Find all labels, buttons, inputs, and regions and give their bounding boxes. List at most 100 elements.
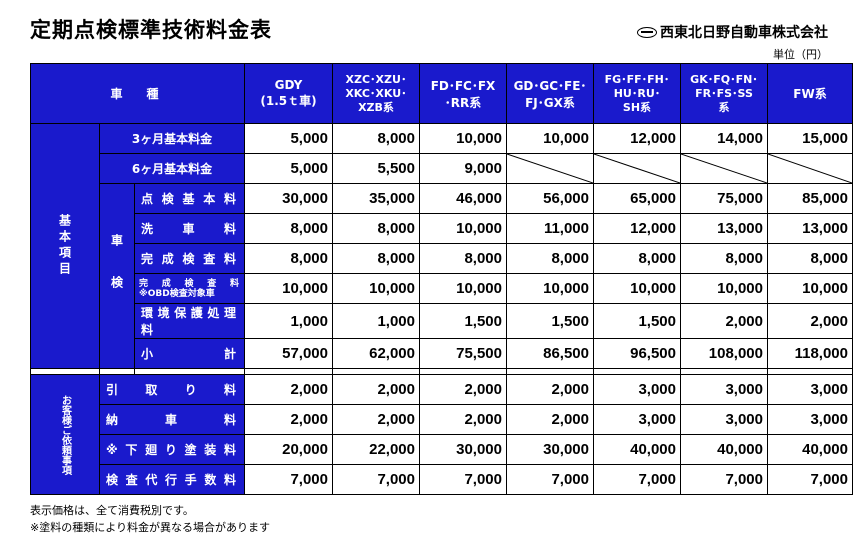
header-column-line: (1.5ｔ車) [260,94,317,108]
price-cell: 13,000 [680,213,768,244]
header-column: XZC･XZU･ XKC･XKU･ XZB系 [332,63,420,124]
header-column-line: FW系 [793,87,827,101]
price-cell: 12,000 [593,213,681,244]
price-cell: 10,000 [506,123,594,154]
price-cell: 7,000 [506,464,594,495]
price-cell: 10,000 [767,273,853,304]
blank-cell [680,153,768,184]
price-cell: 10,000 [332,273,420,304]
header-column-line: GD･GC･FE･ [513,78,587,93]
price-cell: 8,000 [767,243,853,274]
price-cell: 3,000 [680,374,768,405]
blank-cell [767,153,853,184]
price-cell: 3,000 [593,404,681,435]
price-cell: 75,500 [419,338,507,369]
price-cell: 2,000 [332,404,420,435]
price-cell: 2,000 [244,374,333,405]
note-paint: ※塗料の種類により料金が異なる場合があります [30,521,270,534]
price-cell: 57,000 [244,338,333,369]
price-cell: 8,000 [593,243,681,274]
row-label: 3ヶ月基本料金 [99,123,245,154]
price-cell: 14,000 [680,123,768,154]
row-label-line: ※OBD検査対象車 [139,288,215,299]
header-column-line: 系 [718,100,730,114]
price-cell: 56,000 [506,183,594,214]
header-column-line: SH系 [622,100,652,114]
price-cell: 1,000 [244,303,333,339]
price-cell: 8,000 [419,243,507,274]
note-tax: 表示価格は、全て消費税別です。 [30,504,194,517]
price-cell: 2,000 [506,404,594,435]
blank-cell [593,153,681,184]
table-row: 6ヶ月基本料金 5,000 5,500 9,000 [31,153,853,184]
notes: 表示価格は、全て消費税別です。 ※塗料の種類により料金が異なる場合があります [30,502,270,536]
price-cell: 62,000 [332,338,420,369]
diagonal-slash [507,154,593,183]
row-label: 完成検査料 ※OBD検査対象車 [134,273,245,304]
header-column-line: GDY [274,78,303,92]
price-cell: 75,000 [680,183,768,214]
price-cell: 8,000 [332,243,420,274]
price-cell: 5,000 [244,153,333,184]
price-cell: 40,000 [680,434,768,465]
group-customer-label: お客様ご依頼事項 [30,374,100,495]
price-cell: 8,000 [506,243,594,274]
table-row: 車検 点検基本料 30,000 35,000 46,000 56,000 65,000 75,… [31,183,853,369]
price-cell: 10,000 [244,273,333,304]
diagonal-slash [594,154,680,183]
header-column-line: XKC･XKU･ [345,86,407,100]
company-name: 西東北日野自動車株式会社 [637,22,828,42]
page-title: 定期点検標準技術料金表 [30,18,272,42]
price-cell: 1,500 [419,303,507,339]
table-row: 完成検査料 ※OBD検査対象車 10,000 10,000 10,000 10,000 10… [31,273,853,304]
price-cell: 30,000 [244,183,333,214]
fee-table: 車 種 GDY (1.5ｔ車) XZC･XZU･ XKC･XKU･ XZB系 FD･FC･F… [30,63,853,495]
row-label: 引 取 り 料 [99,374,245,405]
price-cell: 8,000 [244,213,333,244]
price-cell: 118,000 [767,338,853,369]
row-label: 検査代行手数料 [99,464,245,495]
price-cell: 3,000 [593,374,681,405]
price-cell: 8,000 [244,243,333,274]
price-cell: 3,000 [680,404,768,435]
row-label: 小 計 [134,338,245,369]
price-cell: 7,000 [419,464,507,495]
table-row: 小 計 57,000 62,000 75,500 86,500 96,500 108,000… [31,338,853,369]
header-column-line: XZC･XZU･ [345,72,407,86]
table-row: 洗 車 料 8,000 8,000 10,000 11,000 12,000 13,000 1… [31,213,853,244]
blank-cell [506,153,594,184]
price-cell: 40,000 [593,434,681,465]
header-column: GD･GC･FE･ FJ･GX系 [506,63,594,124]
price-cell: 86,500 [506,338,594,369]
price-cell: 10,000 [419,213,507,244]
price-cell: 8,000 [332,213,420,244]
price-cell: 10,000 [593,273,681,304]
price-cell: 7,000 [593,464,681,495]
table-row: ※下廻り塗装料 20,000 22,000 30,000 30,000 40,000 40,… [31,434,853,465]
table-row: お客様ご依頼事項引 取 り 料 2,000 2,000 2,000 2,000 3,000… [30,374,853,495]
price-cell: 85,000 [767,183,853,214]
row-label: 洗 車 料 [134,213,245,244]
price-cell: 5,000 [244,123,333,154]
header-row: 車 種 GDY (1.5ｔ車) XZC･XZU･ XKC･XKU･ XZB系 FD･FC･F… [30,63,853,124]
table-row: 納 車 料 2,000 2,000 2,000 2,000 3,000 3,000 3,000 [31,404,853,435]
price-cell: 35,000 [332,183,420,214]
diagonal-slash [768,154,852,183]
price-cell: 7,000 [680,464,768,495]
header-column-line: FG･FF･FH･ [604,72,670,86]
price-cell: 9,000 [419,153,507,184]
price-cell: 8,000 [332,123,420,154]
price-cell: 15,000 [767,123,853,154]
row-label: 納 車 料 [99,404,245,435]
table-row: 環境保護処理料 1,000 1,000 1,500 1,500 1,500 2,000 2,0… [31,303,853,339]
price-cell: 30,000 [506,434,594,465]
price-cell: 96,500 [593,338,681,369]
price-cell: 8,000 [680,243,768,274]
price-cell: 46,000 [419,183,507,214]
header-column: FW系 [767,63,853,124]
table-row: 基本項目 3ヶ月基本料金 5,000 8,000 10,000 10,000 12,000 1… [30,123,853,369]
price-cell: 5,500 [332,153,420,184]
price-cell: 108,000 [680,338,768,369]
price-cell: 2,000 [506,374,594,405]
header-column: FG･FF･FH･ HU･RU･ SH系 [593,63,681,124]
